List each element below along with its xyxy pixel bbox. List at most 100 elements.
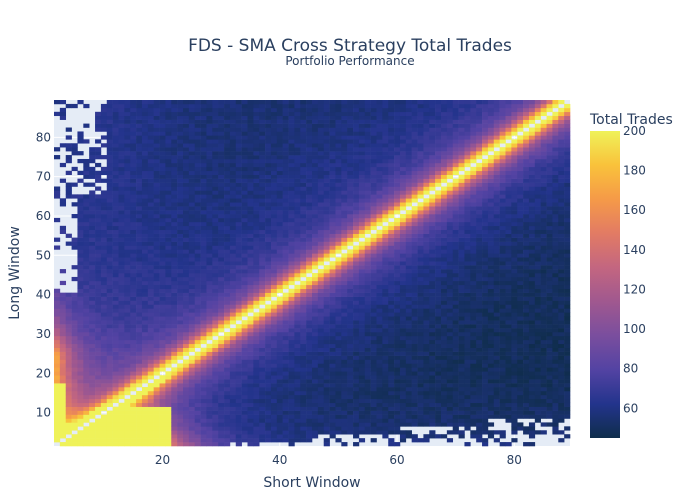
heatmap-cell bbox=[236, 135, 242, 139]
heatmap-cell bbox=[382, 391, 388, 395]
heatmap-cell bbox=[394, 293, 400, 297]
heatmap-cell bbox=[377, 399, 383, 403]
heatmap-cell bbox=[201, 304, 207, 308]
heatmap-cell bbox=[160, 139, 166, 143]
heatmap-cell bbox=[171, 308, 177, 312]
heatmap-cell bbox=[218, 360, 224, 364]
heatmap-cell bbox=[289, 218, 295, 222]
heatmap-cell bbox=[72, 297, 78, 301]
heatmap-cell bbox=[365, 214, 371, 218]
heatmap-cell bbox=[177, 198, 183, 202]
heatmap-cell bbox=[201, 371, 207, 375]
heatmap-cell bbox=[294, 360, 300, 364]
heatmap-cell bbox=[324, 218, 330, 222]
heatmap-cell bbox=[148, 360, 154, 364]
heatmap-cell bbox=[382, 226, 388, 230]
heatmap-cell bbox=[382, 230, 388, 234]
heatmap-cell bbox=[142, 116, 148, 120]
heatmap-cell bbox=[224, 249, 230, 253]
heatmap-cell bbox=[66, 426, 72, 430]
heatmap-cell bbox=[206, 403, 212, 407]
heatmap-cell bbox=[142, 407, 148, 411]
heatmap-cell bbox=[265, 112, 271, 116]
heatmap-cell bbox=[306, 289, 312, 293]
heatmap-cell bbox=[242, 399, 248, 403]
heatmap-cell bbox=[107, 426, 113, 430]
heatmap-cell bbox=[335, 245, 341, 249]
heatmap-cell bbox=[177, 399, 183, 403]
heatmap-cell bbox=[382, 297, 388, 301]
heatmap-cell bbox=[142, 214, 148, 218]
heatmap-cell bbox=[271, 308, 277, 312]
heatmap-cell bbox=[289, 159, 295, 163]
heatmap-cell bbox=[113, 356, 119, 360]
heatmap-cell bbox=[330, 151, 336, 155]
heatmap-cell bbox=[189, 434, 195, 438]
heatmap-cell bbox=[300, 324, 306, 328]
heatmap-cell bbox=[294, 403, 300, 407]
heatmap-cell bbox=[300, 230, 306, 234]
heatmap-cell bbox=[136, 332, 142, 336]
heatmap-cell bbox=[359, 371, 365, 375]
heatmap-cell bbox=[324, 332, 330, 336]
heatmap-cell bbox=[124, 438, 130, 442]
heatmap-cell bbox=[113, 159, 119, 163]
heatmap-cell bbox=[248, 147, 254, 151]
heatmap-cell bbox=[248, 183, 254, 187]
heatmap-cell bbox=[136, 222, 142, 226]
heatmap-cell bbox=[236, 128, 242, 132]
heatmap-cell bbox=[283, 434, 289, 438]
heatmap-cell bbox=[277, 210, 283, 214]
heatmap-cell bbox=[242, 289, 248, 293]
heatmap-cell bbox=[236, 344, 242, 348]
heatmap-cell bbox=[259, 230, 265, 234]
heatmap-cell bbox=[95, 175, 101, 179]
heatmap-cell bbox=[353, 328, 359, 332]
heatmap-cell bbox=[148, 285, 154, 289]
heatmap-cell bbox=[359, 112, 365, 116]
heatmap-cell bbox=[72, 422, 78, 426]
heatmap-cell bbox=[107, 332, 113, 336]
heatmap-cell bbox=[318, 324, 324, 328]
heatmap-cell bbox=[353, 128, 359, 132]
heatmap-cell bbox=[218, 124, 224, 128]
heatmap-cell bbox=[113, 375, 119, 379]
heatmap-cell bbox=[359, 175, 365, 179]
heatmap-cell bbox=[300, 332, 306, 336]
heatmap-cell bbox=[171, 340, 177, 344]
heatmap-cell bbox=[165, 304, 171, 308]
heatmap-cell bbox=[359, 301, 365, 305]
heatmap-cell bbox=[365, 312, 371, 316]
heatmap-cell bbox=[289, 422, 295, 426]
heatmap-cell bbox=[341, 348, 347, 352]
heatmap-cell bbox=[277, 387, 283, 391]
heatmap-cell bbox=[300, 434, 306, 438]
heatmap-cell bbox=[253, 190, 259, 194]
heatmap-cell bbox=[371, 265, 377, 269]
heatmap-cell bbox=[107, 285, 113, 289]
heatmap-cell bbox=[95, 328, 101, 332]
heatmap-cell bbox=[101, 399, 107, 403]
heatmap-cell bbox=[66, 332, 72, 336]
heatmap-cell bbox=[130, 135, 136, 139]
heatmap-cell bbox=[189, 308, 195, 312]
heatmap-cell bbox=[265, 108, 271, 112]
heatmap-cell bbox=[382, 249, 388, 253]
heatmap-cell bbox=[318, 348, 324, 352]
heatmap-cell bbox=[283, 273, 289, 277]
heatmap-cell bbox=[371, 187, 377, 191]
heatmap-cell bbox=[400, 383, 406, 387]
heatmap-cell bbox=[165, 151, 171, 155]
heatmap-cell bbox=[224, 293, 230, 297]
heatmap-cell bbox=[177, 356, 183, 360]
heatmap-cell bbox=[312, 379, 318, 383]
heatmap-cell bbox=[377, 297, 383, 301]
heatmap-cell bbox=[394, 120, 400, 124]
heatmap-cell bbox=[136, 395, 142, 399]
heatmap-cell bbox=[253, 289, 259, 293]
heatmap-cell bbox=[265, 312, 271, 316]
heatmap-cell bbox=[353, 234, 359, 238]
heatmap-cell bbox=[95, 238, 101, 242]
heatmap-cell bbox=[113, 155, 119, 159]
heatmap-cell bbox=[359, 242, 365, 246]
